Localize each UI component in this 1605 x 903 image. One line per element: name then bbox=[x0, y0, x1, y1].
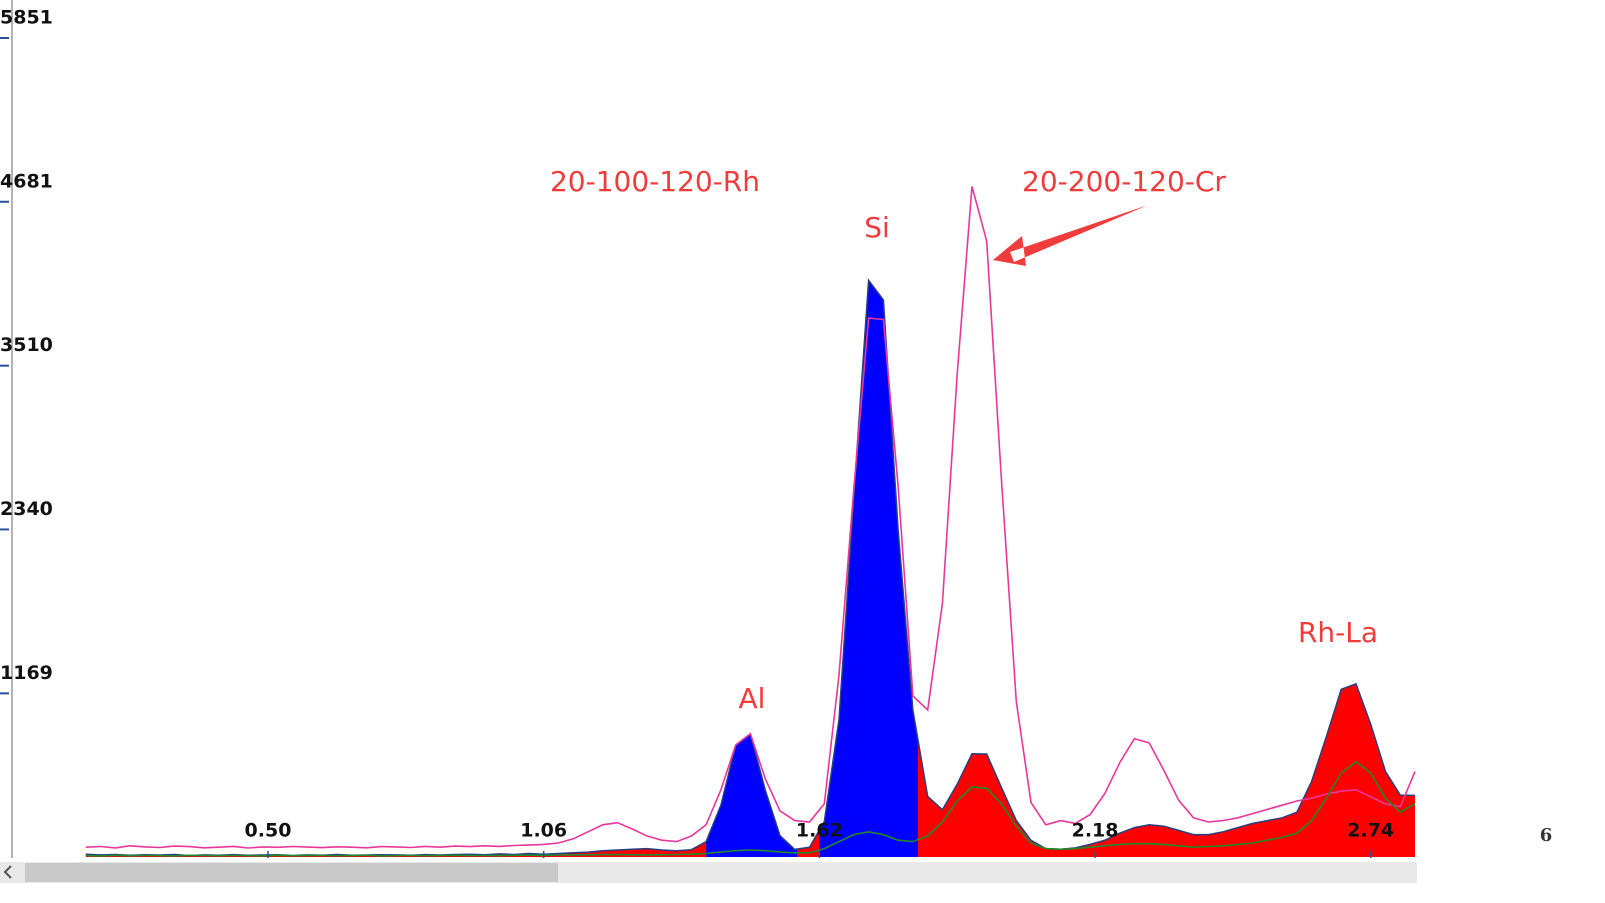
annotation-arrow bbox=[993, 205, 1148, 266]
y-tick-label: 3510 bbox=[0, 334, 53, 356]
plot-marks bbox=[85, 186, 1416, 857]
x-tick-label: 0.50 bbox=[245, 820, 292, 842]
spectrum-line bbox=[85, 186, 1416, 849]
annotation: Al bbox=[739, 682, 766, 715]
scroll-left-arrow[interactable] bbox=[3, 865, 12, 879]
side-label: 6 bbox=[1540, 825, 1553, 846]
x-tick-label: 1.06 bbox=[520, 820, 567, 842]
annotation: 20-200-120-Cr bbox=[1022, 165, 1226, 198]
y-tick-label: 2340 bbox=[0, 498, 53, 520]
annotation: Si bbox=[864, 211, 890, 244]
x-tick-label: 2.74 bbox=[1347, 820, 1394, 842]
x-tick-label: 1.62 bbox=[796, 820, 843, 842]
spectrum-line bbox=[85, 760, 1416, 857]
annotation: 20-100-120-Rh bbox=[550, 165, 760, 198]
highlight-area bbox=[706, 733, 798, 857]
y-tick-label: 4681 bbox=[0, 170, 53, 192]
y-tick-label: 1169 bbox=[0, 662, 53, 684]
annotation: Rh-La bbox=[1298, 616, 1378, 649]
scrollbar-thumb[interactable] bbox=[25, 863, 558, 882]
y-tick-label: 5851 bbox=[0, 7, 53, 29]
x-tick-label: 2.18 bbox=[1072, 820, 1119, 842]
highlight-area bbox=[819, 280, 918, 857]
